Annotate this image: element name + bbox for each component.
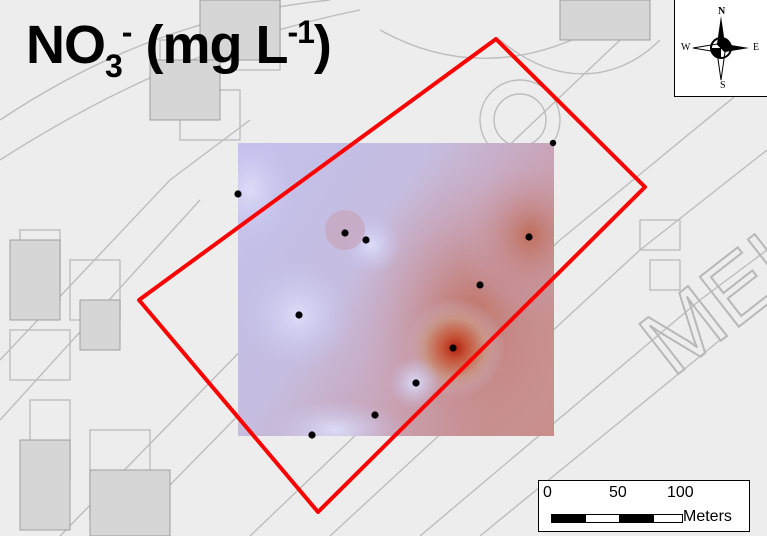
basemap-blocks [9,0,651,536]
scale-segment [653,514,683,523]
sample-point [362,236,370,244]
title-unit-open: (mg L [131,15,288,75]
compass-n-label: N [718,6,726,17]
map-title: NO3- (mg L-1) [26,14,332,84]
title-unit-close: ) [313,15,332,75]
scale-segment [619,514,654,523]
scale-label-100: 100 [667,484,694,501]
compass-s-label: S [720,80,726,91]
sample-point [295,311,303,319]
title-subscript: 3 [105,48,123,84]
scale-segment [585,514,620,523]
title-unit-exponent: -1 [287,14,314,50]
scale-bar: 0 50 100 Meters [538,480,750,532]
scale-label-0: 0 [543,484,552,501]
compass-e-label: E [753,42,760,53]
sample-point [308,431,316,439]
scale-segment [551,514,586,523]
study-area-boundary [137,37,647,514]
sample-point [449,344,457,352]
compass-w-label: W [681,42,691,53]
sample-point [234,190,242,198]
sample-point [549,139,557,147]
sample-point [476,281,484,289]
title-charge: - [121,14,133,50]
sample-point [341,229,349,237]
sample-point [412,379,420,387]
sample-points [234,139,557,439]
scale-label-50: 50 [609,484,627,501]
north-arrow: N S E W [674,0,767,97]
compass-rose-icon [692,16,749,81]
title-species: NO [26,15,106,75]
scale-units: Meters [683,508,732,525]
sample-point [371,411,379,419]
sample-point [525,233,533,241]
